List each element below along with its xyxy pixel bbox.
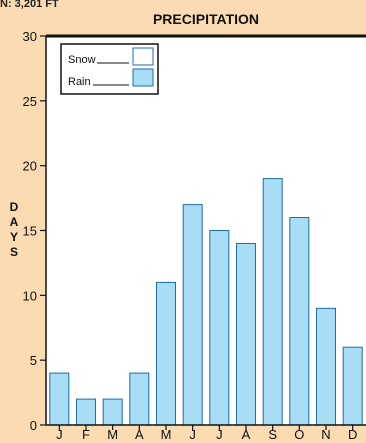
bar-rain-8	[262, 178, 283, 426]
bar-rain-5	[182, 204, 203, 426]
bar-rain-6	[209, 230, 230, 426]
bar-rain-11	[342, 346, 363, 426]
bar-rain-2	[102, 398, 123, 426]
corner-text: N: 3,201 FT	[0, 0, 59, 10]
legend-rain-swatch	[132, 68, 154, 87]
x-tick-label: J	[216, 427, 223, 442]
x-tick-label: A	[135, 427, 144, 442]
bar-rain-4	[156, 281, 176, 426]
y-tick-label: 10	[23, 288, 37, 303]
x-tick-label: S	[268, 427, 277, 442]
bar-rain-9	[289, 217, 310, 426]
x-tick-label: M	[107, 427, 118, 442]
y-tick-label: 5	[30, 353, 37, 368]
x-tick-label: F	[82, 427, 90, 442]
x-tick-label: N	[321, 427, 330, 442]
y-tick-label: 15	[23, 224, 37, 239]
legend-snow-label: Snow	[68, 54, 96, 66]
legend: Snow Rain	[60, 43, 159, 95]
bar-rain-1	[76, 398, 96, 426]
x-tick-label: J	[56, 427, 63, 442]
y-tick-label: 30	[23, 29, 37, 44]
bars-group	[49, 178, 363, 426]
bar-rain-10	[316, 307, 336, 426]
x-tick-label: M	[161, 427, 172, 442]
bar-rain-3	[129, 372, 150, 426]
legend-rain-label: Rain	[68, 76, 91, 88]
x-tick-label: D	[348, 427, 357, 442]
bar-rain-0	[49, 372, 70, 426]
bar-rain-7	[236, 243, 256, 426]
plot-area	[46, 36, 366, 425]
x-tick-label: J	[189, 427, 196, 442]
y-axis-label-letter: Y	[10, 230, 18, 244]
y-axis-label-letter: A	[10, 215, 19, 229]
y-tick-labels: 0 5 10 15 20 25 30	[23, 29, 46, 433]
x-tick-label: A	[242, 427, 251, 442]
y-tick-label: 0	[30, 418, 37, 433]
y-tick-label: 25	[23, 94, 37, 109]
y-tick-label: 20	[23, 159, 37, 174]
y-axis-label-letter: S	[10, 245, 18, 259]
y-axis-label-letter: D	[10, 200, 19, 214]
x-tick-label: O	[294, 427, 304, 442]
chart-title: PRECIPITATION	[153, 11, 259, 27]
legend-snow-swatch	[132, 47, 154, 66]
